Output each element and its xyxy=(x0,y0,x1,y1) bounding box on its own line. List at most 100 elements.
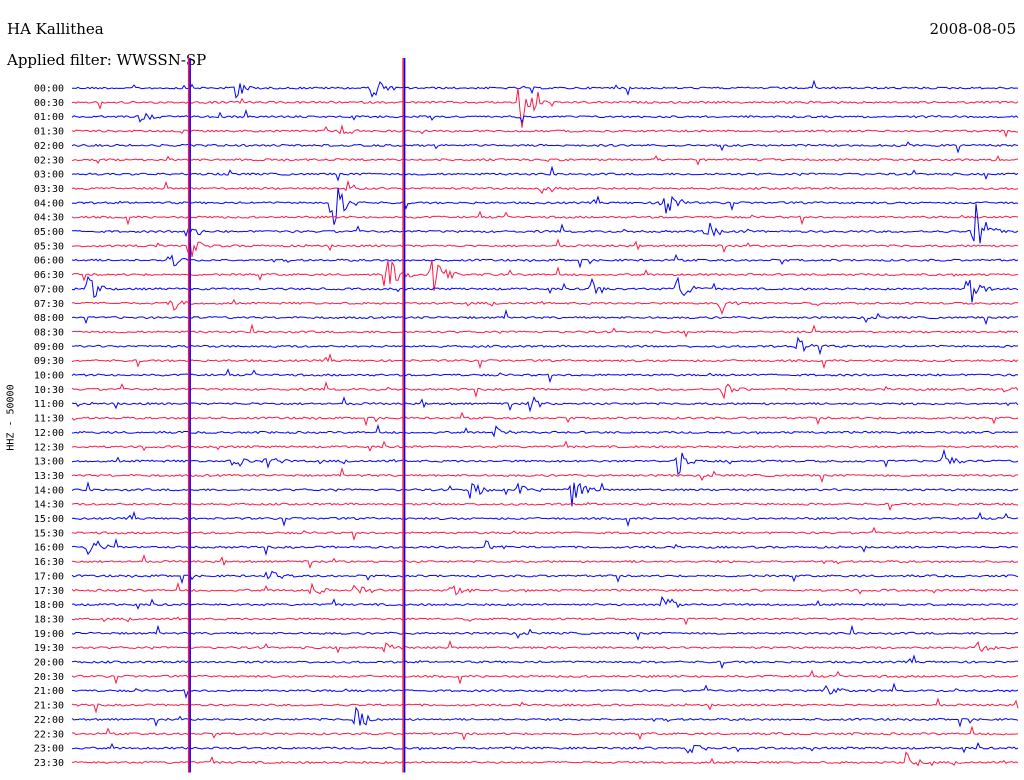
time-label: 19:30 xyxy=(34,643,64,654)
trace-10:00 xyxy=(71,368,1019,384)
time-label: 17:30 xyxy=(34,586,64,597)
trace-23:30 xyxy=(71,751,1019,767)
time-label: 07:30 xyxy=(34,299,64,310)
trace-16:30 xyxy=(71,554,1019,570)
time-label: 21:00 xyxy=(34,686,64,697)
trace-20:00 xyxy=(71,654,1019,670)
time-label: 09:00 xyxy=(34,342,64,353)
time-label: 09:30 xyxy=(34,356,64,367)
time-label: 13:00 xyxy=(34,457,64,468)
time-label: 03:30 xyxy=(34,184,64,195)
trace-07:00 xyxy=(71,275,1019,303)
time-label: 11:30 xyxy=(34,414,64,425)
trace-04:00 xyxy=(71,187,1019,225)
trace-02:30 xyxy=(71,155,1019,166)
time-label: 22:00 xyxy=(34,715,64,726)
time-label: 06:00 xyxy=(34,256,64,267)
trace-17:00 xyxy=(71,570,1019,585)
trace-15:00 xyxy=(71,510,1019,528)
time-label: 18:00 xyxy=(34,600,64,611)
trace-15:30 xyxy=(71,526,1019,542)
time-label-group: 00:00 00:30 01:00 01:30 02:00 02:30 03:00 03:30… xyxy=(34,84,64,769)
trace-01:30 xyxy=(71,124,1019,138)
trace-18:30 xyxy=(71,616,1019,626)
time-label: 14:00 xyxy=(34,485,64,496)
trace-07:30 xyxy=(71,298,1019,315)
time-label: 03:00 xyxy=(34,170,64,181)
trace-14:00 xyxy=(71,481,1019,507)
time-label: 23:30 xyxy=(34,758,64,769)
date-label: 2008-08-05 xyxy=(929,20,1016,38)
time-label: 05:30 xyxy=(34,241,64,252)
time-label: 00:00 xyxy=(34,84,64,95)
trace-06:00 xyxy=(71,253,1019,269)
trace-20:30 xyxy=(71,669,1019,685)
time-label: 04:30 xyxy=(34,213,64,224)
trace-19:30 xyxy=(71,640,1019,654)
time-label: 02:30 xyxy=(34,155,64,166)
time-label: 06:30 xyxy=(34,270,64,281)
time-label: 07:00 xyxy=(34,284,64,295)
trace-00:00 xyxy=(72,79,1019,99)
time-label: 10:30 xyxy=(34,385,64,396)
trace-13:00 xyxy=(71,448,1019,476)
trace-21:00 xyxy=(72,682,1019,699)
trace-17:30 xyxy=(71,581,1019,596)
time-label: 19:00 xyxy=(34,629,64,640)
time-label: 20:00 xyxy=(34,658,64,669)
trace-14:30 xyxy=(71,501,1019,512)
trace-21:30 xyxy=(71,697,1019,714)
time-label: 14:30 xyxy=(34,500,64,511)
time-label: 18:30 xyxy=(34,614,64,625)
y-axis-label: HHZ - 50000 xyxy=(5,384,17,451)
trace-08:00 xyxy=(71,309,1018,326)
station-title: HA Kallithea xyxy=(7,20,104,38)
trace-12:00 xyxy=(71,423,1019,438)
time-label: 08:00 xyxy=(34,313,64,324)
time-label: 20:30 xyxy=(34,672,64,683)
trace-10:30 xyxy=(71,381,1019,400)
time-label: 08:30 xyxy=(34,327,64,338)
trace-00:30 xyxy=(71,88,1019,128)
trace-18:00 xyxy=(71,595,1019,610)
time-label: 12:00 xyxy=(34,428,64,439)
trace-05:30 xyxy=(71,238,1019,258)
trace-09:30 xyxy=(71,353,1019,370)
time-label: 02:00 xyxy=(34,141,64,152)
trace-16:00 xyxy=(71,538,1019,556)
trace-04:30 xyxy=(71,210,1019,226)
trace-22:30 xyxy=(71,725,1019,741)
time-label: 21:30 xyxy=(34,701,64,712)
trace-group xyxy=(71,58,1019,773)
trace-08:30 xyxy=(71,323,1019,338)
time-label: 17:00 xyxy=(34,571,64,582)
filter-label: Applied filter: WWSSN-SP xyxy=(7,51,207,69)
time-label: 05:00 xyxy=(34,227,64,238)
time-label: 04:00 xyxy=(34,198,64,209)
time-label: 23:00 xyxy=(34,744,64,755)
trace-03:30 xyxy=(71,179,1019,195)
time-label: 11:00 xyxy=(34,399,64,410)
trace-05:00 xyxy=(72,203,1019,244)
time-label: 15:00 xyxy=(34,514,64,525)
trace-11:30 xyxy=(71,411,1019,427)
time-label: 22:30 xyxy=(34,729,64,740)
trace-12:30 xyxy=(71,440,1019,453)
time-label: 01:00 xyxy=(34,112,64,123)
time-label: 15:30 xyxy=(34,528,64,539)
trace-02:00 xyxy=(71,141,1019,154)
trace-23:00 xyxy=(71,741,1019,754)
trace-06:30 xyxy=(71,260,1019,291)
time-label: 16:00 xyxy=(34,543,64,554)
time-label: 10:00 xyxy=(34,371,64,382)
time-label: 13:30 xyxy=(34,471,64,482)
trace-11:00 xyxy=(71,396,1019,413)
trace-13:30 xyxy=(71,466,1018,484)
trace-19:00 xyxy=(71,624,1019,641)
trace-09:00 xyxy=(71,336,1019,356)
time-label: 16:30 xyxy=(34,557,64,568)
time-label: 01:30 xyxy=(34,127,64,138)
trace-01:00 xyxy=(71,108,1019,124)
time-label: 12:30 xyxy=(34,442,64,453)
